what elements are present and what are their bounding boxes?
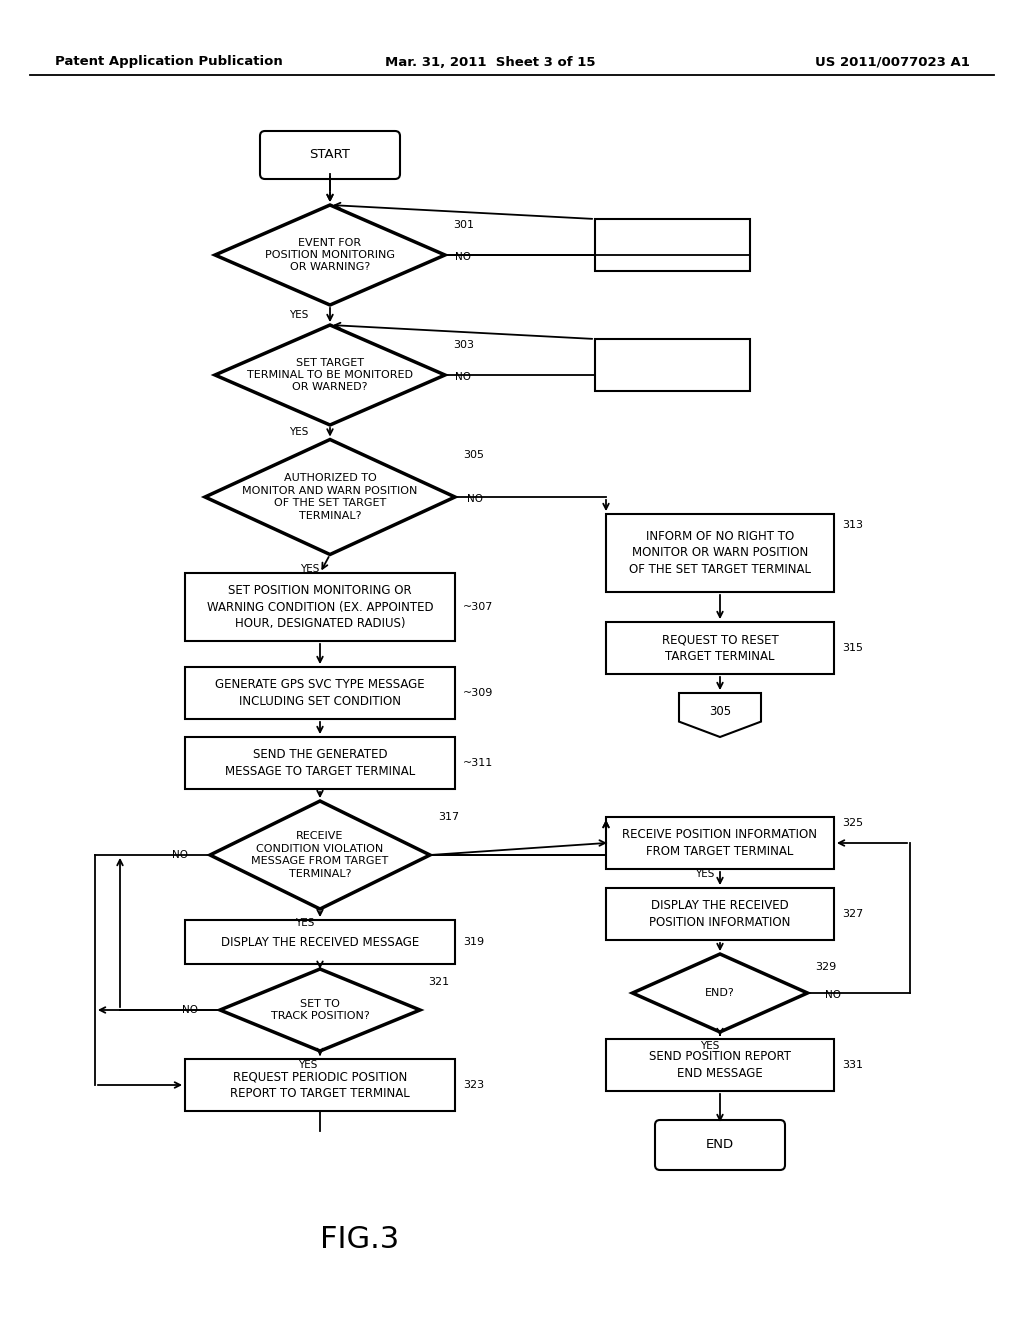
Bar (185, 737, 455, 789)
Text: YES: YES (300, 564, 319, 573)
Text: SEND THE GENERATED
MESSAGE TO TARGET TERMINAL: SEND THE GENERATED MESSAGE TO TARGET TER… (225, 748, 415, 777)
Text: US 2011/0077023 A1: US 2011/0077023 A1 (815, 55, 970, 69)
Polygon shape (633, 954, 808, 1032)
Polygon shape (679, 693, 761, 737)
Text: NO: NO (455, 252, 471, 261)
Text: RECEIVE POSITION INFORMATION
FROM TARGET TERMINAL: RECEIVE POSITION INFORMATION FROM TARGET… (623, 828, 817, 858)
Text: YES: YES (289, 426, 308, 437)
Text: 321: 321 (428, 977, 450, 987)
Text: NO: NO (172, 850, 188, 861)
Text: SET TO
TRACK POSITION?: SET TO TRACK POSITION? (270, 999, 370, 1022)
Text: FIG.3: FIG.3 (321, 1225, 399, 1254)
Text: 323: 323 (463, 1080, 484, 1090)
Text: Patent Application Publication: Patent Application Publication (55, 55, 283, 69)
Text: REQUEST TO RESET
TARGET TERMINAL: REQUEST TO RESET TARGET TERMINAL (662, 634, 778, 663)
Bar (606, 888, 834, 940)
Text: 319: 319 (463, 937, 484, 946)
Text: RECEIVE
CONDITION VIOLATION
MESSAGE FROM TARGET
TERMINAL?: RECEIVE CONDITION VIOLATION MESSAGE FROM… (251, 832, 389, 879)
Text: 305: 305 (463, 450, 484, 459)
Text: AUTHORIZED TO
MONITOR AND WARN POSITION
OF THE SET TARGET
TERMINAL?: AUTHORIZED TO MONITOR AND WARN POSITION … (243, 474, 418, 520)
Text: 313: 313 (842, 520, 863, 531)
Bar (185, 920, 455, 964)
Text: 301: 301 (453, 220, 474, 230)
Text: 317: 317 (438, 812, 459, 822)
Text: NO: NO (182, 1005, 198, 1015)
Text: SEND POSITION REPORT
END MESSAGE: SEND POSITION REPORT END MESSAGE (649, 1051, 791, 1080)
Text: YES: YES (295, 917, 314, 928)
Text: EVENT FOR
POSITION MONITORING
OR WARNING?: EVENT FOR POSITION MONITORING OR WARNING… (265, 238, 395, 272)
Text: DISPLAY THE RECEIVED MESSAGE: DISPLAY THE RECEIVED MESSAGE (221, 936, 419, 949)
Text: ~311: ~311 (463, 758, 494, 768)
Text: YES: YES (700, 1041, 720, 1051)
Text: END: END (706, 1138, 734, 1151)
Text: DISPLAY THE RECEIVED
POSITION INFORMATION: DISPLAY THE RECEIVED POSITION INFORMATIO… (649, 899, 791, 929)
Bar (185, 573, 455, 642)
Polygon shape (205, 440, 455, 554)
Text: 325: 325 (842, 818, 863, 828)
FancyBboxPatch shape (260, 131, 400, 180)
Text: SET TARGET
TERMINAL TO BE MONITORED
OR WARNED?: SET TARGET TERMINAL TO BE MONITORED OR W… (247, 358, 413, 392)
Text: NO: NO (467, 494, 483, 504)
Text: GENERATE GPS SVC TYPE MESSAGE
INCLUDING SET CONDITION: GENERATE GPS SVC TYPE MESSAGE INCLUDING … (215, 678, 425, 708)
Bar (606, 1039, 834, 1092)
Bar (606, 622, 834, 675)
Text: YES: YES (289, 310, 308, 319)
Text: ~309: ~309 (463, 688, 494, 698)
Text: NO: NO (455, 372, 471, 381)
Polygon shape (215, 205, 445, 305)
Text: END?: END? (706, 987, 735, 998)
Text: 327: 327 (842, 909, 863, 919)
Bar (595, 339, 750, 391)
Bar (606, 817, 834, 869)
FancyBboxPatch shape (655, 1119, 785, 1170)
Text: 329: 329 (815, 962, 837, 972)
Bar (606, 513, 834, 591)
Bar (185, 667, 455, 719)
Text: YES: YES (695, 869, 715, 879)
Text: REQUEST PERIODIC POSITION
REPORT TO TARGET TERMINAL: REQUEST PERIODIC POSITION REPORT TO TARG… (230, 1071, 410, 1100)
Text: ~307: ~307 (463, 602, 494, 612)
Text: NO: NO (825, 990, 842, 1001)
Polygon shape (210, 801, 430, 909)
Text: 303: 303 (453, 341, 474, 350)
Polygon shape (215, 325, 445, 425)
Bar (595, 219, 750, 271)
Bar (185, 1059, 455, 1111)
Text: Mar. 31, 2011  Sheet 3 of 15: Mar. 31, 2011 Sheet 3 of 15 (385, 55, 595, 69)
Text: 305: 305 (709, 705, 731, 718)
Text: 315: 315 (842, 643, 863, 653)
Text: YES: YES (298, 1060, 317, 1071)
Polygon shape (220, 969, 420, 1051)
Text: INFORM OF NO RIGHT TO
MONITOR OR WARN POSITION
OF THE SET TARGET TERMINAL: INFORM OF NO RIGHT TO MONITOR OR WARN PO… (629, 531, 811, 576)
Text: SET POSITION MONITORING OR
WARNING CONDITION (EX. APPOINTED
HOUR, DESIGNATED RAD: SET POSITION MONITORING OR WARNING CONDI… (207, 583, 433, 630)
Text: START: START (309, 149, 350, 161)
Text: 331: 331 (842, 1060, 863, 1071)
